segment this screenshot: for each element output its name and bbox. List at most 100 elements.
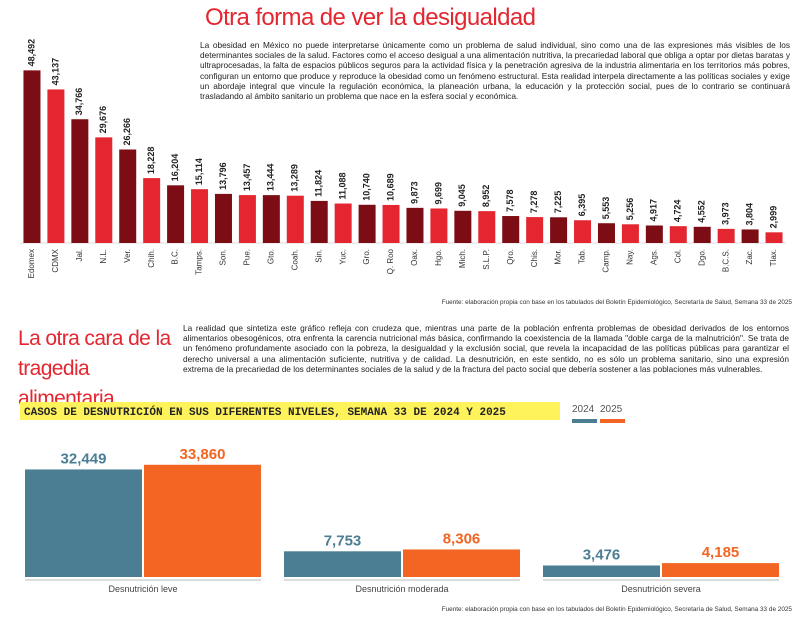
value-label: 7,278 bbox=[529, 191, 539, 214]
subtitle-highlight bbox=[20, 402, 560, 420]
bar bbox=[214, 193, 232, 243]
x-tick-label: Mich. bbox=[458, 249, 467, 268]
bar bbox=[310, 200, 328, 243]
bar bbox=[526, 217, 544, 243]
x-tick-label: Edomex bbox=[27, 249, 36, 278]
value-label: 16,204 bbox=[170, 154, 180, 182]
bar bbox=[550, 217, 568, 243]
bar bbox=[403, 549, 520, 577]
value-label: 29,676 bbox=[98, 106, 108, 134]
value-label: 13,289 bbox=[290, 164, 300, 192]
x-tick-label: Tlax. bbox=[769, 249, 778, 266]
legend-label: 2025 bbox=[600, 404, 623, 415]
x-tick-label: Hgo. bbox=[434, 249, 443, 266]
bar bbox=[358, 204, 376, 243]
bar bbox=[621, 224, 639, 243]
value-label: 7,578 bbox=[505, 189, 515, 212]
bar bbox=[71, 119, 89, 243]
bar bbox=[286, 195, 304, 243]
x-tick-label: Jal. bbox=[75, 249, 84, 261]
value-label: 4,724 bbox=[673, 200, 683, 223]
x-tick-label: Desnutrición severa bbox=[621, 584, 701, 594]
bar bbox=[597, 223, 615, 243]
bottom-text: La realidad que sintetiza este gráfico r… bbox=[183, 323, 789, 374]
value-label: 9,873 bbox=[409, 181, 419, 204]
bar bbox=[765, 232, 783, 243]
x-tick-label: Dgo. bbox=[697, 249, 706, 266]
value-label: 32,449 bbox=[61, 450, 107, 467]
value-label: 4,552 bbox=[697, 200, 707, 223]
bar bbox=[119, 149, 137, 243]
value-label: 3,804 bbox=[744, 203, 754, 226]
x-tick-label: Desnutrición moderada bbox=[355, 584, 448, 594]
x-tick-label: Nay. bbox=[626, 249, 635, 265]
bar bbox=[430, 208, 448, 243]
value-label: 34,766 bbox=[74, 88, 84, 116]
bar bbox=[23, 70, 41, 244]
bar bbox=[502, 216, 520, 243]
x-tick-label: Son. bbox=[219, 249, 228, 265]
bar bbox=[167, 185, 185, 243]
x-tick-label: Mor. bbox=[554, 249, 563, 265]
value-label: 4,185 bbox=[702, 544, 740, 561]
value-label: 18,228 bbox=[146, 147, 156, 175]
bar bbox=[25, 469, 142, 577]
x-tick-label: Chis. bbox=[530, 249, 539, 267]
bar bbox=[334, 203, 352, 243]
x-tick-label: Ver. bbox=[123, 249, 132, 263]
x-tick-label: B.C.S. bbox=[721, 249, 730, 272]
bar bbox=[717, 228, 735, 243]
x-tick-label: Q. Roo bbox=[386, 248, 395, 274]
value-label: 13,796 bbox=[218, 162, 228, 190]
top-source: Fuente: elaboración propia con base en l… bbox=[441, 299, 792, 306]
x-tick-label: Tamps. bbox=[195, 249, 204, 275]
value-label: 5,256 bbox=[625, 198, 635, 221]
value-label: 43,137 bbox=[50, 58, 60, 86]
bar bbox=[693, 226, 711, 243]
bar bbox=[662, 563, 779, 577]
bar bbox=[144, 464, 261, 577]
value-label: 13,457 bbox=[242, 164, 252, 192]
bar bbox=[143, 178, 161, 243]
value-label: 11,088 bbox=[338, 172, 348, 199]
bar bbox=[543, 565, 660, 577]
bar bbox=[95, 137, 113, 243]
bar bbox=[262, 195, 280, 243]
x-tick-label: Yuc. bbox=[338, 249, 347, 265]
value-label: 15,114 bbox=[194, 158, 204, 185]
value-label: 2,999 bbox=[768, 206, 778, 229]
value-label: 48,492 bbox=[26, 39, 36, 67]
bar bbox=[284, 551, 401, 577]
value-label: 7,225 bbox=[553, 191, 563, 214]
x-tick-label: S.L.P. bbox=[482, 249, 491, 270]
value-label: 3,973 bbox=[721, 202, 731, 225]
x-tick-label: N.L. bbox=[99, 249, 108, 264]
top-title: Otra forma de ver la desigualdad bbox=[205, 4, 536, 31]
x-tick-label: Ags. bbox=[649, 249, 658, 265]
x-tick-label: B.C. bbox=[171, 249, 180, 265]
value-label: 33,860 bbox=[180, 446, 226, 463]
x-tick-label: Desnutrición leve bbox=[108, 584, 177, 594]
value-label: 26,266 bbox=[122, 118, 132, 146]
x-tick-label: Pue. bbox=[243, 249, 252, 265]
bar bbox=[238, 195, 256, 243]
x-tick-label: Chih. bbox=[147, 249, 156, 268]
value-label: 4,917 bbox=[649, 199, 659, 222]
x-tick-label: Camp. bbox=[602, 249, 611, 273]
value-label: 13,444 bbox=[266, 164, 276, 192]
value-label: 9,045 bbox=[457, 184, 467, 207]
bar bbox=[406, 207, 424, 243]
value-label: 6,395 bbox=[577, 194, 587, 217]
legend-label: 2024 bbox=[572, 404, 595, 415]
value-label: 11,824 bbox=[314, 170, 324, 197]
x-tick-label: Gto. bbox=[266, 249, 275, 264]
legend-swatch bbox=[572, 419, 597, 423]
value-label: 8,306 bbox=[443, 530, 481, 547]
bar bbox=[454, 210, 472, 243]
x-tick-label: Col. bbox=[673, 249, 682, 263]
bar bbox=[191, 189, 209, 243]
bar bbox=[382, 204, 400, 243]
legend-swatch bbox=[600, 419, 625, 423]
